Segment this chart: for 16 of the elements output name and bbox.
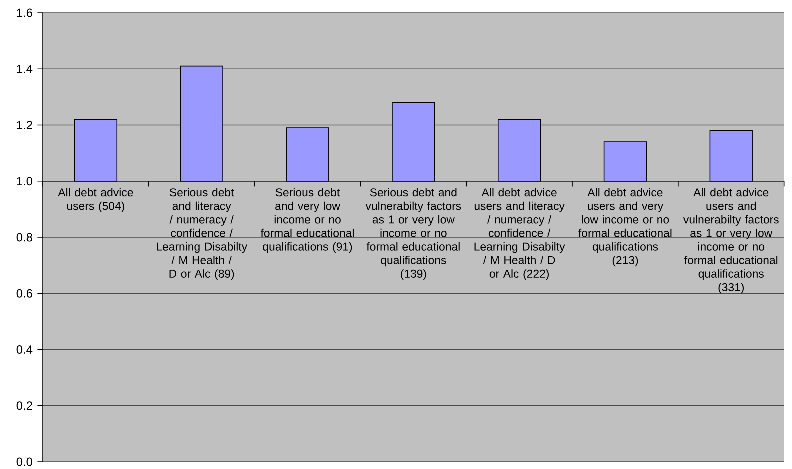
y-tick-label: 0.6 xyxy=(16,289,32,298)
y-tick-label: 1.0 xyxy=(17,177,33,186)
y-tick-label: 0.8 xyxy=(16,233,32,242)
x-tick-label: Serious debt and vulnerabilty factors as 1 or very low income or no formal educational qualifications (139) xyxy=(366,188,462,280)
x-tick-label: Serious debt and literacy / numeracy / confidence / Learning Disabilty / M Health / D or Alc (89) xyxy=(157,188,248,280)
y-tick-label: 1.4 xyxy=(17,65,33,74)
y-tick-label: 0.2 xyxy=(16,402,32,410)
x-tick-label: Serious debt and very low income or no formal educational qualifications (91) xyxy=(260,188,354,254)
x-tick-label: All debt advice users and vulnerabilty factors as 1 or very low income or no formal educational qualifications (331) xyxy=(683,188,779,294)
x-tick-label: All debt advice users and literacy / numeracy / confidence / Learning Disabilty / M Health / D or Alc (222) xyxy=(474,188,566,280)
y-tick-label: 0.4 xyxy=(16,346,33,354)
y-tick-label: 0.0 xyxy=(16,458,33,466)
x-tick-label: All debt advice users (504) xyxy=(58,188,134,212)
y-tick-label: 1.2 xyxy=(17,121,32,130)
y-tick-label: 1.6 xyxy=(17,8,32,18)
x-tick-label: All debt advice users and very low income or no formal educational qualifications (213) xyxy=(578,188,672,267)
